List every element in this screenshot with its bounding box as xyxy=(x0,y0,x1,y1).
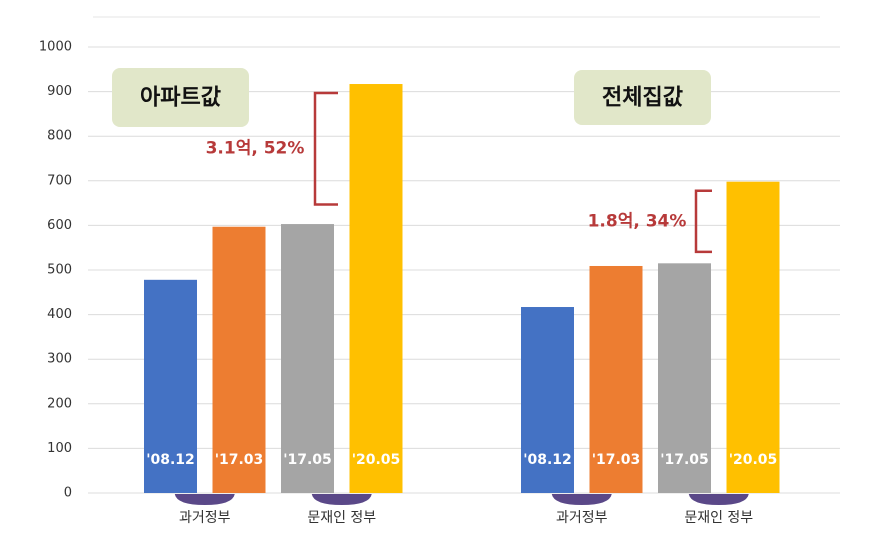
period-label: 과거정부 xyxy=(556,510,608,526)
bar xyxy=(349,84,403,493)
bar-label: '20.05 xyxy=(352,452,401,468)
bar-label: '17.03 xyxy=(592,452,641,468)
y-tick-label: 900 xyxy=(47,84,72,99)
y-tick-label: 300 xyxy=(47,352,72,367)
bar-label: '08.12 xyxy=(146,452,195,468)
title-box xyxy=(574,70,711,125)
y-tick-label: 600 xyxy=(47,218,72,233)
bracket xyxy=(694,189,712,254)
y-tick-label: 1000 xyxy=(39,40,72,55)
y-tick-label: 400 xyxy=(47,307,72,322)
bar xyxy=(658,263,711,493)
bar-label: '20.05 xyxy=(729,452,778,468)
period-marker xyxy=(311,494,372,505)
group-title: 아파트값 xyxy=(140,86,221,111)
annotation: 3.1억, 52% xyxy=(206,139,305,159)
bar xyxy=(589,265,643,493)
bar xyxy=(281,224,334,493)
bar-label: '17.05 xyxy=(283,452,332,468)
period-label: 문재인 정부 xyxy=(307,510,376,526)
bar xyxy=(726,181,780,493)
group-title: 전체집값 xyxy=(602,86,683,111)
bar-label: '17.03 xyxy=(215,452,264,468)
bar xyxy=(521,307,574,493)
title-box xyxy=(112,68,249,127)
y-tick-label: 0 xyxy=(64,486,72,501)
bar-label: '17.05 xyxy=(660,452,709,468)
bar xyxy=(212,226,266,493)
y-tick-label: 100 xyxy=(47,441,72,456)
period-marker xyxy=(174,494,235,505)
period-label: 문재인 정부 xyxy=(684,510,753,526)
bar-label: '08.12 xyxy=(523,452,572,468)
period-marker xyxy=(688,494,749,505)
bar xyxy=(144,279,197,493)
y-tick-label: 200 xyxy=(47,396,72,411)
y-tick-label: 500 xyxy=(47,263,72,278)
y-tick-label: 800 xyxy=(47,129,72,144)
period-marker xyxy=(551,494,612,505)
bracket xyxy=(313,91,338,206)
annotation: 1.8억, 34% xyxy=(588,211,687,231)
y-tick-label: 700 xyxy=(47,173,72,188)
period-label: 과거정부 xyxy=(179,510,231,526)
